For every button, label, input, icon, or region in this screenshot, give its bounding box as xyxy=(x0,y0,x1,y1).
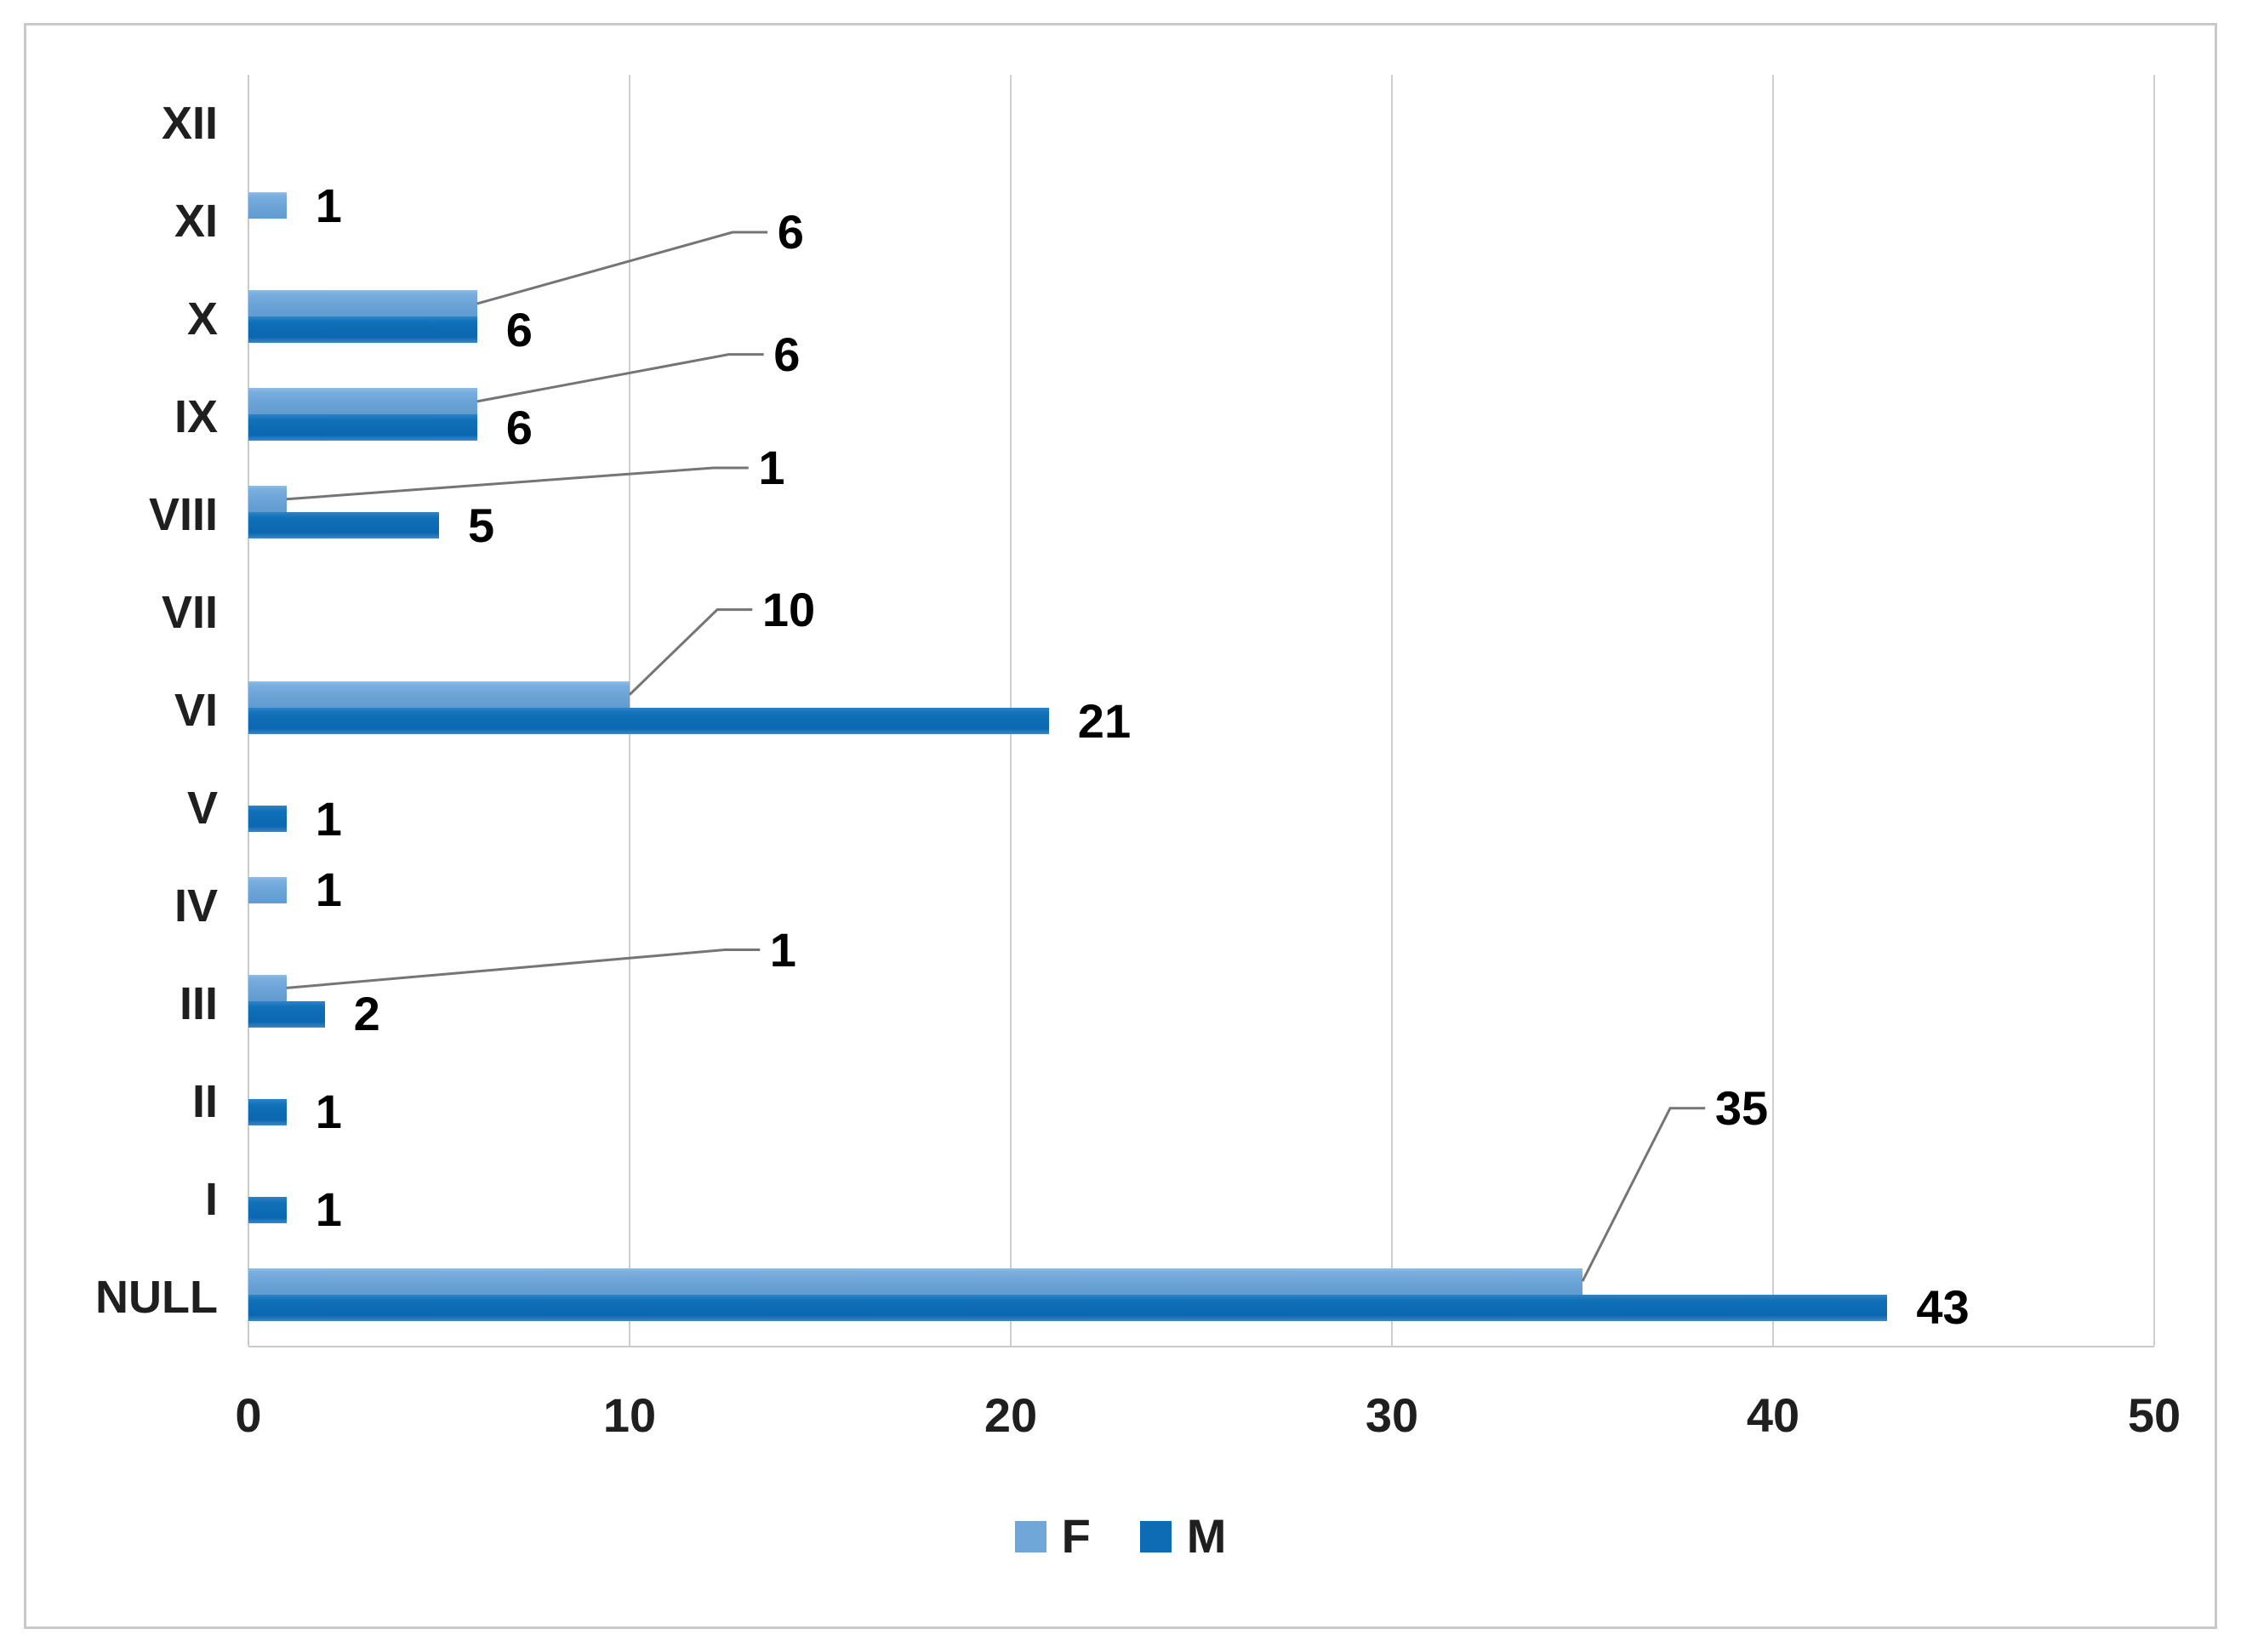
category-label-x: X xyxy=(186,293,218,345)
bar-m-iii xyxy=(248,1000,325,1028)
gridline xyxy=(2153,75,2155,1346)
data-label-m-ix: 6 xyxy=(505,400,533,454)
legend-item-m: M xyxy=(1139,1509,1227,1563)
category-label-null: NULL xyxy=(95,1271,218,1323)
x-axis: 0 10 20 30 40 50 xyxy=(235,1388,2181,1468)
x-tick-label-40: 40 xyxy=(1746,1388,1800,1442)
category-label-viii: VIII xyxy=(148,489,218,541)
category-label-iii: III xyxy=(179,977,218,1029)
bar-m-i xyxy=(248,1196,287,1223)
x-axis-line xyxy=(248,1346,2154,1347)
bar-m-v xyxy=(248,806,287,833)
callout-label-ix: 6 xyxy=(773,327,801,381)
category-label-i: I xyxy=(204,1173,218,1225)
gridline xyxy=(1391,75,1393,1346)
plot-area: 1 1 6 6 5 21 1 2 1 1 43 6 6 1 10 1 35 xyxy=(248,75,2155,1347)
bar-m-vi xyxy=(248,708,1049,735)
x-tick-label-50: 50 xyxy=(2127,1388,2181,1442)
data-label-m-viii: 5 xyxy=(468,498,495,552)
data-label-f-iv: 1 xyxy=(315,863,342,917)
data-label-m-v: 1 xyxy=(315,791,342,846)
category-label-ii: II xyxy=(191,1075,218,1127)
data-label-m-iii: 2 xyxy=(353,987,380,1041)
callout-label-null: 35 xyxy=(1714,1080,1769,1135)
x-tick-label-20: 20 xyxy=(984,1388,1038,1442)
legend-swatch-f xyxy=(1014,1520,1046,1552)
bar-m-null xyxy=(248,1294,1888,1321)
callout-label-vi: 10 xyxy=(761,582,816,636)
bar-m-ix xyxy=(248,414,477,441)
data-label-f-xi: 1 xyxy=(315,178,342,232)
gridline xyxy=(1772,75,1774,1346)
callout-line-null xyxy=(1581,1107,1706,1282)
bar-f-null xyxy=(248,1267,1582,1295)
callout-label-viii: 1 xyxy=(758,440,785,494)
data-label-m-null: 43 xyxy=(1916,1280,1970,1335)
bar-f-iv xyxy=(248,876,287,903)
bar-f-xi xyxy=(248,192,287,219)
legend-item-f: F xyxy=(1014,1509,1091,1563)
bar-m-ii xyxy=(248,1098,287,1125)
category-label-xii: XII xyxy=(161,98,218,150)
callout-line-vi xyxy=(628,608,753,696)
data-label-m-x: 6 xyxy=(505,302,533,356)
data-label-m-i: 1 xyxy=(315,1182,342,1237)
category-label-vi: VI xyxy=(174,685,218,736)
category-label-v: V xyxy=(186,782,218,834)
bar-f-ix xyxy=(248,388,477,415)
bar-m-x xyxy=(248,316,477,344)
bar-f-viii xyxy=(248,486,287,513)
callout-line-viii xyxy=(286,466,749,501)
bar-f-x xyxy=(248,290,477,317)
callout-line-x xyxy=(476,231,768,305)
callout-label-iii: 1 xyxy=(769,922,796,977)
data-label-m-vi: 21 xyxy=(1077,693,1132,748)
callout-line-iii xyxy=(286,948,761,989)
x-tick-label-30: 30 xyxy=(1365,1388,1419,1442)
x-tick-label-10: 10 xyxy=(602,1388,657,1442)
callout-lines xyxy=(286,231,1706,1282)
category-label-iv: IV xyxy=(174,880,218,931)
y-axis-labels: XII XI X IX VIII VII VI V IV III II I NULL xyxy=(29,75,218,1346)
bar-f-iii xyxy=(248,974,287,1001)
legend-label-f: F xyxy=(1061,1509,1091,1563)
category-label-ix: IX xyxy=(174,391,218,443)
callout-label-x: 6 xyxy=(777,205,804,259)
category-label-xi: XI xyxy=(174,196,218,248)
legend-label-m: M xyxy=(1186,1509,1227,1563)
legend-swatch-m xyxy=(1139,1520,1172,1552)
x-tick-label-0: 0 xyxy=(235,1388,262,1442)
data-label-m-ii: 1 xyxy=(315,1085,342,1139)
bar-m-viii xyxy=(248,512,439,539)
category-label-vii: VII xyxy=(161,587,218,639)
callout-line-ix xyxy=(476,353,764,403)
bar-f-vi xyxy=(248,681,630,709)
